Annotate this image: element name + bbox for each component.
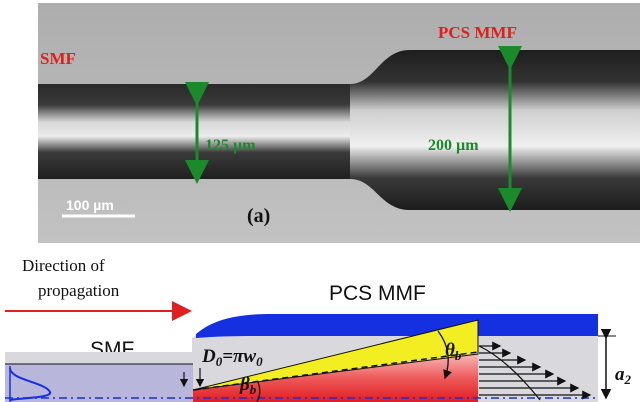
yellow-wedge <box>192 319 479 391</box>
schematic-pcs-label: PCS MMF <box>329 282 426 305</box>
beta-label: βb <box>239 374 257 397</box>
theta-angle-arc <box>437 330 452 380</box>
photo-pcs-label: PCS MMF <box>438 23 517 42</box>
panel-label: (a) <box>247 205 270 227</box>
gaussian-mode-profile <box>9 367 52 401</box>
direction-label-line2: propagation <box>38 281 120 300</box>
d0-label: D0=πw0 <box>201 346 263 369</box>
a2-label: a2 <box>615 364 632 387</box>
theta-label: θb <box>445 340 462 363</box>
scale-bar-label: 100 µm <box>66 197 114 213</box>
smf-diameter-label: 125 µm <box>205 137 256 154</box>
blue-coating <box>196 314 598 338</box>
photo-smf-label: SMF <box>40 49 76 68</box>
direction-label-line1: Direction of <box>22 256 105 275</box>
smf-cladding-region <box>5 352 193 364</box>
dashed-line-lower <box>192 351 479 391</box>
mmf-diameter-label: 200 µm <box>428 137 479 154</box>
smf-fiber-image <box>38 84 368 179</box>
pcs-mmf-fiber-image <box>350 50 640 210</box>
wavefront-curve <box>478 345 541 401</box>
beta-angle-arc <box>256 381 261 402</box>
micrograph-panel: SMF PCS MMF 125 µm 200 µm 100 µm (a) <box>38 3 640 243</box>
schematic-panel: Direction of propagation PCS MMF SMF <box>5 256 632 402</box>
red-core-wedge <box>193 354 478 402</box>
